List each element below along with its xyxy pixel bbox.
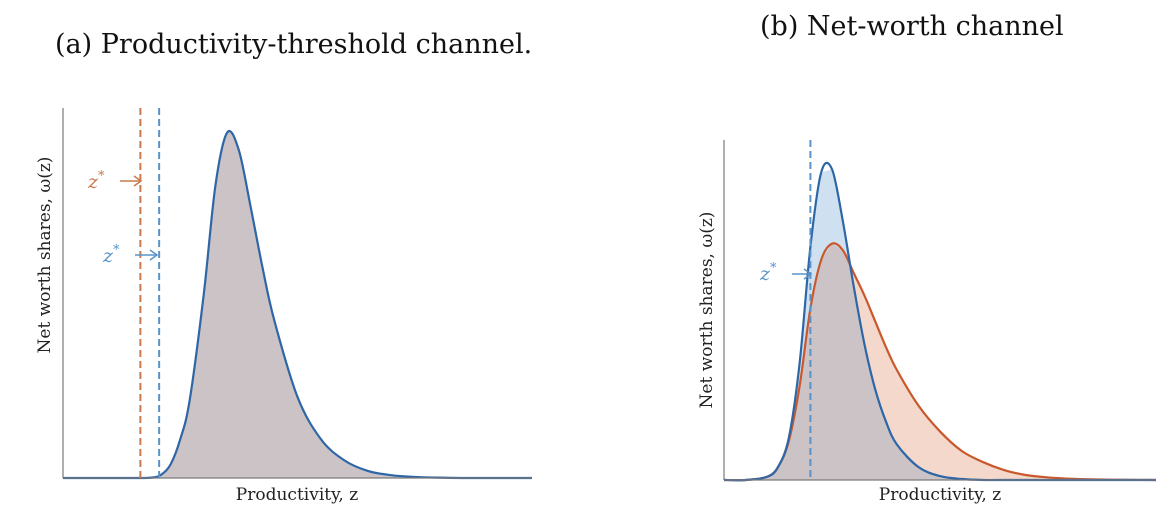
panel-b-threshold-arrowhead-0	[803, 268, 813, 280]
panel-b-plot: z*	[723, 140, 1157, 482]
panel-b-threshold-label-0: z*	[759, 261, 777, 285]
panel-a-threshold-arrowhead-0	[133, 175, 143, 187]
panel-a-threshold-label-1: z*	[102, 243, 120, 267]
panel-a-threshold-label-0: z*	[87, 169, 105, 193]
panel-b-ylabel: Net worth shares, ω(z)	[697, 212, 717, 409]
panel-b-title: (b) Net-worth channel	[760, 11, 1064, 42]
panel-a-xlabel: Productivity, z	[236, 485, 358, 505]
panel-a-ylabel: Net worth shares, ω(z)	[35, 157, 55, 354]
panel-a-threshold-arrowhead-1	[149, 249, 159, 261]
panel-b-xlabel: Productivity, z	[879, 485, 1001, 505]
panel-b-overlap-fill	[724, 243, 1156, 480]
panel-a-title: (a) Productivity-threshold channel.	[55, 29, 532, 60]
panel-a-plot: z* z*	[62, 108, 532, 480]
panel-a-series-line	[63, 130, 532, 480]
